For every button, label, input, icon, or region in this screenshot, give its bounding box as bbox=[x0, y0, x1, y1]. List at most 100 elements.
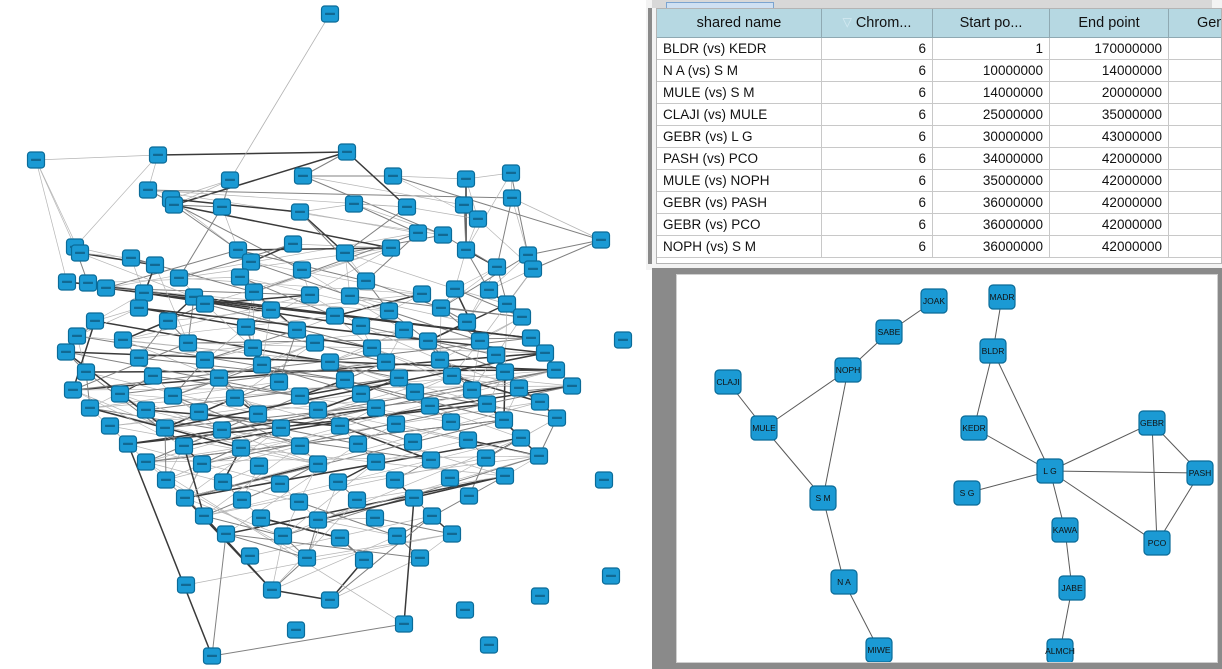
table-row[interactable]: CLAJI (vs) MULE625000000350000005.9 bbox=[657, 103, 1221, 126]
subnetwork-node: JABE bbox=[1058, 575, 1086, 601]
cell-shared_name[interactable]: NOPH (vs) S M bbox=[657, 235, 822, 258]
node-label bbox=[168, 394, 178, 397]
cell-start_point[interactable]: 36000000 bbox=[932, 191, 1050, 214]
cell-start_point[interactable]: 34000000 bbox=[932, 147, 1050, 170]
table-row[interactable]: GEBR (vs) PASH636000000420000008.9 bbox=[657, 191, 1221, 214]
cell-start_point[interactable]: 25000000 bbox=[932, 103, 1050, 126]
cell-genetic[interactable]: 11.4 bbox=[1168, 147, 1221, 170]
cell-start_point[interactable]: 1 bbox=[932, 37, 1050, 60]
table-body[interactable]: BLDR (vs) KEDR61170000000192.0N A (vs) S… bbox=[657, 37, 1221, 258]
cell-start_point[interactable]: 35000000 bbox=[932, 169, 1050, 192]
cell-chromosome[interactable]: 6 bbox=[821, 81, 933, 104]
active-tab-fragment[interactable] bbox=[666, 2, 774, 8]
shared-name-table[interactable]: shared name ▽ Chrom... Start po... End po… bbox=[657, 9, 1221, 258]
node-label bbox=[410, 390, 420, 393]
cell-genetic[interactable]: 5.9 bbox=[1168, 103, 1221, 126]
cell-end_point[interactable]: 43000000 bbox=[1049, 125, 1169, 148]
cell-shared_name[interactable]: MULE (vs) NOPH bbox=[657, 169, 822, 192]
main-network-node bbox=[530, 393, 550, 411]
column-header-chromosome[interactable]: ▽ Chrom... bbox=[821, 9, 933, 38]
subnetwork-edge bbox=[1049, 470, 1158, 544]
cell-shared_name[interactable]: N A (vs) S M bbox=[657, 59, 822, 82]
main-network-edge bbox=[511, 197, 529, 256]
cell-chromosome[interactable]: 6 bbox=[821, 235, 933, 258]
cell-genetic[interactable]: 8.9 bbox=[1168, 191, 1221, 214]
cell-genetic[interactable]: 6.6 bbox=[1168, 59, 1221, 82]
column-header-start-point[interactable]: Start po... bbox=[932, 9, 1050, 38]
main-network-node bbox=[241, 253, 261, 271]
table-row[interactable]: BLDR (vs) KEDR61170000000192.0 bbox=[657, 37, 1221, 60]
main-network-node bbox=[462, 381, 482, 399]
node-label bbox=[514, 386, 524, 389]
main-network-canvas[interactable] bbox=[0, 0, 646, 669]
main-network-node bbox=[521, 329, 541, 347]
cell-genetic[interactable]: 8.4 bbox=[1168, 213, 1221, 236]
node-label bbox=[143, 188, 153, 191]
cell-shared_name[interactable]: PASH (vs) PCO bbox=[657, 147, 822, 170]
cell-genetic[interactable]: 9.9 bbox=[1168, 235, 1221, 258]
cell-chromosome[interactable]: 6 bbox=[821, 59, 933, 82]
table-row[interactable]: MULE (vs) S M614000000200000007.5 bbox=[657, 81, 1221, 104]
main-network-edge bbox=[317, 517, 376, 521]
main-network-node bbox=[113, 331, 133, 349]
cell-chromosome[interactable]: 6 bbox=[821, 103, 933, 126]
cell-genetic[interactable]: 16.9 bbox=[1168, 125, 1221, 148]
cell-end_point[interactable]: 42000000 bbox=[1049, 213, 1169, 236]
cell-start_point[interactable]: 30000000 bbox=[932, 125, 1050, 148]
main-network-node bbox=[535, 344, 555, 362]
cell-shared_name[interactable]: GEBR (vs) PCO bbox=[657, 213, 822, 236]
cell-shared_name[interactable]: CLAJI (vs) MULE bbox=[657, 103, 822, 126]
node-label: PASH bbox=[1189, 468, 1212, 478]
cell-start_point[interactable]: 14000000 bbox=[932, 81, 1050, 104]
cell-chromosome[interactable]: 6 bbox=[821, 213, 933, 236]
cell-genetic[interactable]: 10.5 bbox=[1168, 169, 1221, 192]
node-label bbox=[484, 288, 494, 291]
node-label bbox=[153, 153, 163, 156]
cell-end_point[interactable]: 42000000 bbox=[1049, 169, 1169, 192]
cell-shared_name[interactable]: BLDR (vs) KEDR bbox=[657, 37, 822, 60]
table-row[interactable]: MULE (vs) NOPH6350000004200000010.5 bbox=[657, 169, 1221, 192]
main-network-node bbox=[273, 527, 293, 545]
main-network-node bbox=[512, 308, 532, 326]
cell-shared_name[interactable]: GEBR (vs) PASH bbox=[657, 191, 822, 214]
cell-end_point[interactable]: 42000000 bbox=[1049, 147, 1169, 170]
node-shape bbox=[988, 284, 1016, 310]
subnetwork-canvas[interactable]: CLAJI MULE NOPH SABE JOAK S M N A MIWE MADR BLDR K… bbox=[676, 274, 1218, 663]
table-row[interactable]: NOPH (vs) S M636000000420000009.9 bbox=[657, 235, 1221, 258]
cell-end_point[interactable]: 20000000 bbox=[1049, 81, 1169, 104]
node-label bbox=[535, 594, 545, 597]
cell-chromosome[interactable]: 6 bbox=[821, 37, 933, 60]
cell-start_point[interactable]: 36000000 bbox=[932, 213, 1050, 236]
main-network-edge bbox=[396, 475, 506, 537]
node-label bbox=[426, 458, 436, 461]
cell-end_point[interactable]: 42000000 bbox=[1049, 235, 1169, 258]
cell-chromosome[interactable]: 6 bbox=[821, 125, 933, 148]
cell-chromosome[interactable]: 6 bbox=[821, 169, 933, 192]
cell-end_point[interactable]: 35000000 bbox=[1049, 103, 1169, 126]
table-row[interactable]: N A (vs) S M610000000140000006.6 bbox=[657, 59, 1221, 82]
main-network-node bbox=[351, 385, 371, 403]
cell-genetic[interactable]: 7.5 bbox=[1168, 81, 1221, 104]
table-scroll-area[interactable]: shared name ▽ Chrom... Start po... End po… bbox=[656, 8, 1222, 264]
cell-shared_name[interactable]: MULE (vs) S M bbox=[657, 81, 822, 104]
column-header-end-point[interactable]: End point bbox=[1049, 9, 1169, 38]
subnetwork-edge bbox=[973, 350, 994, 429]
cell-start_point[interactable]: 36000000 bbox=[932, 235, 1050, 258]
tab-strip[interactable] bbox=[652, 0, 1212, 8]
table-row[interactable]: GEBR (vs) PCO636000000420000008.4 bbox=[657, 213, 1221, 236]
column-header-genetic[interactable]: Genetic... bbox=[1168, 9, 1221, 38]
node-label: GEBR bbox=[1140, 418, 1164, 428]
cell-chromosome[interactable]: 6 bbox=[821, 147, 933, 170]
sort-indicator-icon[interactable]: ▽ bbox=[842, 15, 852, 29]
table-row[interactable]: GEBR (vs) L G6300000004300000016.9 bbox=[657, 125, 1221, 148]
cell-genetic[interactable]: 192.0 bbox=[1168, 37, 1221, 60]
cell-end_point[interactable]: 42000000 bbox=[1049, 191, 1169, 214]
cell-end_point[interactable]: 170000000 bbox=[1049, 37, 1169, 60]
cell-shared_name[interactable]: GEBR (vs) L G bbox=[657, 125, 822, 148]
cell-start_point[interactable]: 10000000 bbox=[932, 59, 1050, 82]
cell-end_point[interactable]: 14000000 bbox=[1049, 59, 1169, 82]
table-row[interactable]: PASH (vs) PCO6340000004200000011.4 bbox=[657, 147, 1221, 170]
column-header-shared-name[interactable]: shared name bbox=[657, 9, 822, 38]
cell-chromosome[interactable]: 6 bbox=[821, 191, 933, 214]
main-network-node bbox=[356, 272, 376, 290]
